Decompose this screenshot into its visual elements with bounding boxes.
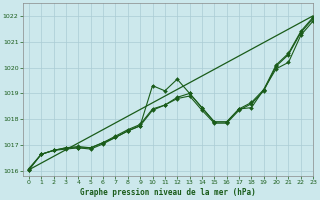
X-axis label: Graphe pression niveau de la mer (hPa): Graphe pression niveau de la mer (hPa): [80, 188, 256, 197]
